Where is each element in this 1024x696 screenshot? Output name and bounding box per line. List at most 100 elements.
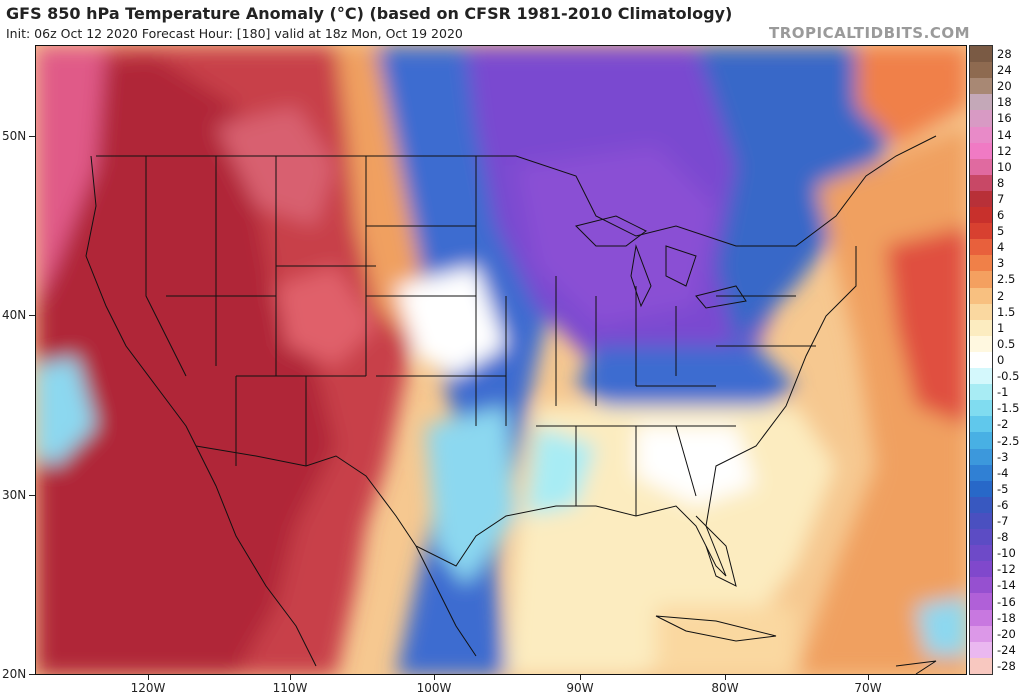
- state-lines: [145, 156, 816, 516]
- colorbar-swatch: [970, 223, 992, 240]
- colorbar-swatch: [970, 496, 992, 514]
- colorbar-label: -28: [997, 658, 1016, 673]
- colorbar-label: -18: [997, 610, 1016, 625]
- colorbar-swatch: [970, 190, 992, 208]
- boundaries: [85, 135, 937, 674]
- lon-tick-70: [868, 675, 869, 680]
- lat-label-30: 30N: [2, 488, 27, 502]
- colorbar-label: 20: [997, 79, 1012, 94]
- colorbar-label: -20: [997, 626, 1016, 641]
- map-title: GFS 850 hPa Temperature Anomaly (°C) (ba…: [6, 4, 733, 23]
- florida-outline: [695, 515, 737, 587]
- colorbar-swatch: [970, 78, 992, 95]
- colorbar-swatch: [970, 400, 992, 417]
- colorbar-label: 14: [997, 127, 1012, 142]
- colorbar-label: -1: [997, 385, 1009, 400]
- colorbar: [969, 45, 993, 675]
- source-watermark: TROPICALTIDBITS.COM: [769, 24, 970, 42]
- colorbar-label: 18: [997, 95, 1012, 110]
- colorbar-label: -14: [997, 578, 1016, 593]
- great-lakes: [575, 215, 747, 309]
- lat-tick-50: [29, 136, 35, 137]
- colorbar-swatch: [970, 384, 992, 401]
- colorbar-swatch: [970, 174, 992, 192]
- southeast-neutral-core: [636, 426, 756, 506]
- lon-tick-120: [148, 675, 149, 680]
- cuba-outline: [655, 615, 777, 642]
- colorbar-label: 2: [997, 288, 1005, 303]
- deep-warm-region: [36, 56, 336, 674]
- colorbar-label: 4: [997, 240, 1005, 255]
- colorbar-label: -8: [997, 530, 1009, 545]
- lon-label-90: 90W: [566, 681, 594, 695]
- colorbar-swatch: [970, 46, 992, 63]
- colorbar-label: -6: [997, 497, 1009, 512]
- colorbar-swatch: [970, 657, 992, 675]
- colorbar-swatch: [970, 609, 992, 627]
- colorbar-swatch: [970, 480, 992, 498]
- colorbar-swatch: [970, 126, 992, 144]
- colorbar-label: -12: [997, 562, 1016, 577]
- mexico-gulf-coast: [415, 545, 477, 657]
- colorbar-label: -1.5: [997, 401, 1020, 416]
- caribbean-warm: [656, 606, 796, 674]
- pacific-cool-patch: [36, 356, 96, 466]
- lon-label-80: 80W: [711, 681, 739, 695]
- colorbar-label: 12: [997, 143, 1012, 158]
- colorbar-label: 1.5: [997, 304, 1016, 319]
- colorbar-label: 6: [997, 208, 1005, 223]
- anomaly-field: [36, 46, 966, 674]
- colorbar-swatch: [970, 207, 992, 224]
- map-subtitle: Init: 06z Oct 12 2020 Forecast Hour: [18…: [6, 26, 463, 41]
- colorbar-swatch: [970, 319, 992, 337]
- map-canvas: [36, 46, 966, 674]
- colorbar-swatch: [970, 303, 992, 321]
- anomaly-map: [35, 45, 967, 675]
- colorbar-label: 7: [997, 191, 1005, 206]
- colorbar-label: 1: [997, 320, 1005, 335]
- lon-label-110: 110W: [272, 681, 308, 695]
- colorbar-swatch: [970, 432, 992, 450]
- colorbar-swatch: [970, 593, 992, 611]
- transition-band: [336, 46, 436, 346]
- lon-label-100: 100W: [416, 681, 452, 695]
- colorbar-swatch: [970, 158, 992, 176]
- colorbar-swatch: [970, 464, 992, 482]
- northeast-warm-corner: [856, 46, 966, 146]
- colorbar-label: 28: [997, 47, 1012, 62]
- lon-tick-80: [725, 675, 726, 680]
- colorbar-swatch: [970, 255, 992, 272]
- colorbar-swatch: [970, 577, 992, 594]
- colorbar-swatch: [970, 239, 992, 256]
- lat-tick-30: [29, 495, 35, 496]
- colorbar-swatch: [970, 94, 992, 111]
- northeast-blue: [696, 46, 896, 346]
- hot-spot-rockies: [276, 266, 376, 366]
- colorbar-label: -24: [997, 642, 1016, 657]
- lon-label-70: 70W: [854, 681, 882, 695]
- colorbar-swatch: [970, 416, 992, 433]
- pink-coast-region: [36, 46, 106, 306]
- colorbar-label: 0.5: [997, 336, 1016, 351]
- lat-tick-20: [29, 674, 35, 675]
- colorbar-label: -2: [997, 417, 1009, 432]
- texas-light-blue: [426, 406, 516, 586]
- colorbar-swatch: [970, 512, 992, 530]
- colorbar-label: 8: [997, 175, 1005, 190]
- colorbar-label: 16: [997, 111, 1012, 126]
- colorbar-label: -16: [997, 594, 1016, 609]
- colorbar-swatch: [970, 142, 992, 160]
- colorbar-label: 3: [997, 256, 1005, 271]
- colorbar-swatch: [970, 625, 992, 643]
- colorbar-swatch: [970, 545, 992, 562]
- canada-border: [96, 135, 937, 247]
- colorbar-swatch: [970, 351, 992, 369]
- colorbar-label: -2.5: [997, 433, 1020, 448]
- colorbar-label: -7: [997, 514, 1009, 529]
- colorbar-swatch: [970, 335, 992, 353]
- us-west-coast: [85, 155, 197, 447]
- colorbar-swatch: [970, 287, 992, 305]
- colorbar-swatch: [970, 62, 992, 79]
- colorbar-swatch: [970, 110, 992, 127]
- colorbar-label: -3: [997, 449, 1009, 464]
